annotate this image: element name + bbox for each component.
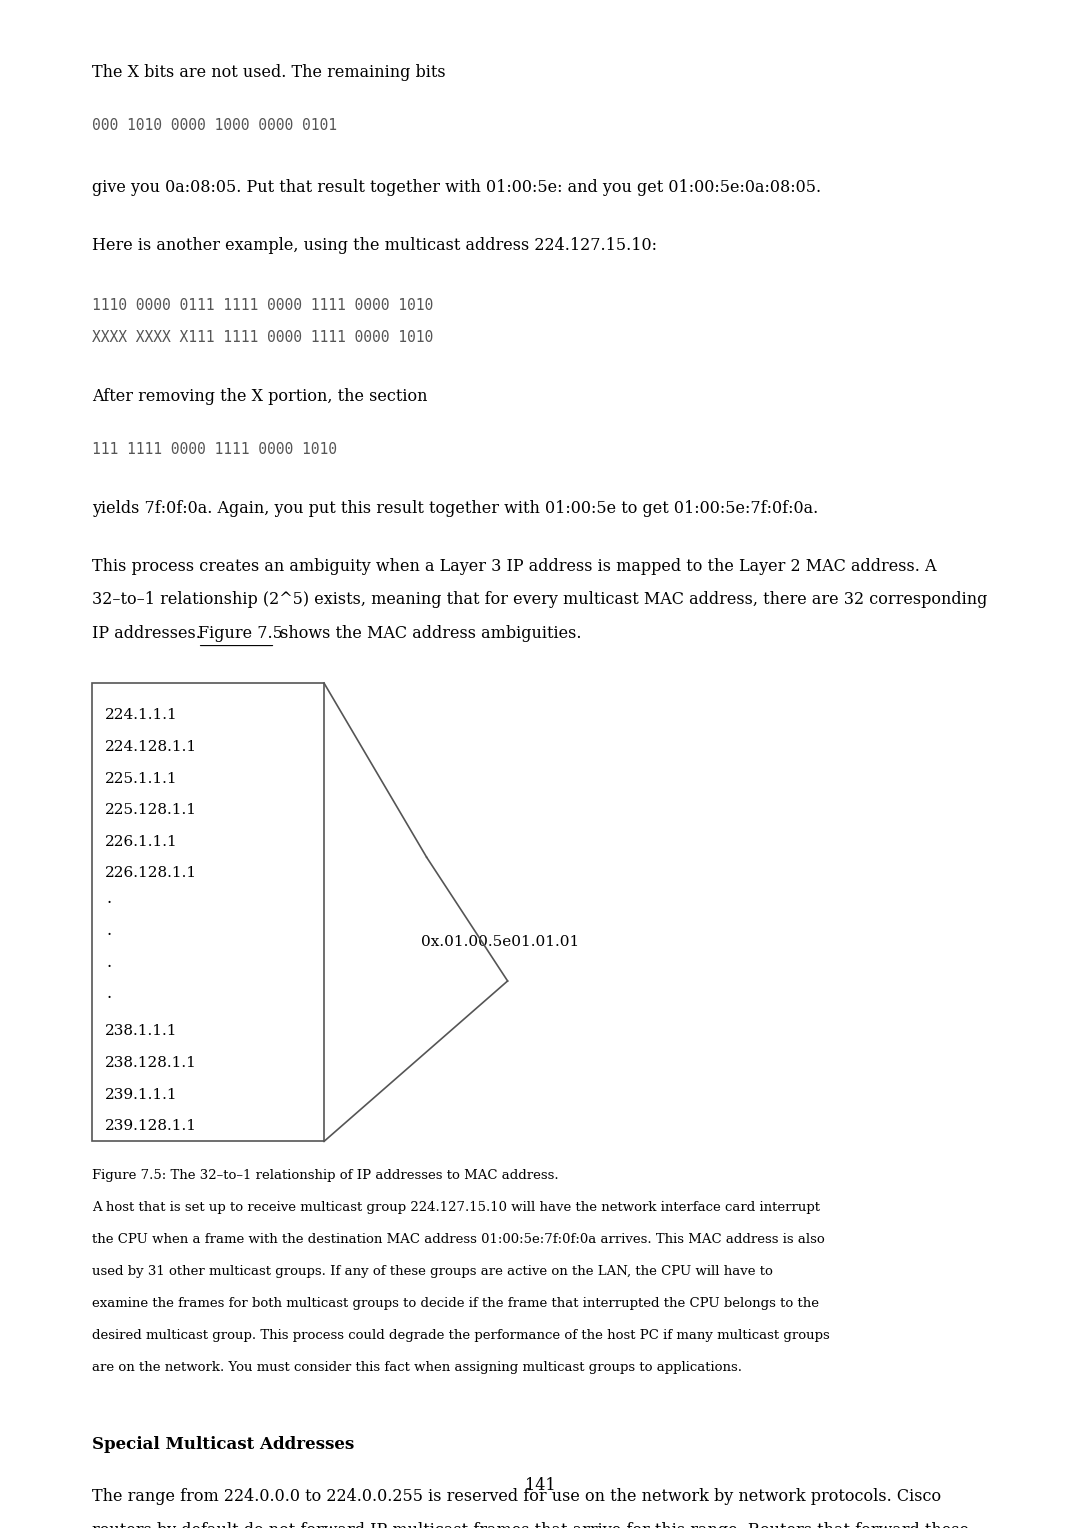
Text: 238.1.1.1: 238.1.1.1 <box>105 1024 177 1039</box>
Text: 32–to–1 relationship (2^5) exists, meaning that for every multicast MAC address,: 32–to–1 relationship (2^5) exists, meani… <box>92 591 987 608</box>
Text: 224.128.1.1: 224.128.1.1 <box>105 740 197 753</box>
Text: routers by default do not forward IP multicast frames that arrive for this range: routers by default do not forward IP mul… <box>92 1522 969 1528</box>
Text: used by 31 other multicast groups. If any of these groups are active on the LAN,: used by 31 other multicast groups. If an… <box>92 1265 772 1279</box>
Text: yields 7f:0f:0a. Again, you put this result together with 01:00:5e to get 01:00:: yields 7f:0f:0a. Again, you put this res… <box>92 500 818 516</box>
Text: shows the MAC address ambiguities.: shows the MAC address ambiguities. <box>275 625 582 642</box>
Text: 225.128.1.1: 225.128.1.1 <box>105 804 197 817</box>
Text: Figure 7.5: The 32–to–1 relationship of IP addresses to MAC address.: Figure 7.5: The 32–to–1 relationship of … <box>92 1169 558 1183</box>
Text: IP addresses.: IP addresses. <box>92 625 206 642</box>
Text: give you 0a:08:05. Put that result together with 01:00:5e: and you get 01:00:5e:: give you 0a:08:05. Put that result toget… <box>92 179 821 196</box>
Text: .: . <box>107 921 112 940</box>
Text: examine the frames for both multicast groups to decide if the frame that interru: examine the frames for both multicast gr… <box>92 1297 819 1311</box>
Text: After removing the X portion, the section: After removing the X portion, the sectio… <box>92 388 428 405</box>
Text: The range from 224.0.0.0 to 224.0.0.255 is reserved for use on the network by ne: The range from 224.0.0.0 to 224.0.0.255 … <box>92 1488 941 1505</box>
Text: .: . <box>107 953 112 970</box>
Text: .: . <box>107 986 112 1002</box>
Text: 111 1111 0000 1111 0000 1010: 111 1111 0000 1111 0000 1010 <box>92 442 337 457</box>
Text: 0x.01.00.5e01.01.01: 0x.01.00.5e01.01.01 <box>421 935 580 949</box>
Bar <box>92 683 324 1141</box>
Text: XXXX XXXX X111 1111 0000 1111 0000 1010: XXXX XXXX X111 1111 0000 1111 0000 1010 <box>92 330 433 345</box>
Text: 224.1.1.1: 224.1.1.1 <box>105 709 177 723</box>
Text: desired multicast group. This process could degrade the performance of the host : desired multicast group. This process co… <box>92 1329 829 1343</box>
Text: the CPU when a frame with the destination MAC address 01:00:5e:7f:0f:0a arrives.: the CPU when a frame with the destinatio… <box>92 1233 824 1247</box>
Text: 225.1.1.1: 225.1.1.1 <box>105 772 177 785</box>
Text: 239.1.1.1: 239.1.1.1 <box>105 1088 177 1102</box>
Text: Here is another example, using the multicast address 224.127.15.10:: Here is another example, using the multi… <box>92 237 657 254</box>
Text: 239.128.1.1: 239.128.1.1 <box>105 1120 197 1134</box>
Text: 226.1.1.1: 226.1.1.1 <box>105 834 177 848</box>
Text: 1110 0000 0111 1111 0000 1111 0000 1010: 1110 0000 0111 1111 0000 1111 0000 1010 <box>92 298 433 313</box>
Text: A host that is set up to receive multicast group 224.127.15.10 will have the net: A host that is set up to receive multica… <box>92 1201 820 1215</box>
Text: This process creates an ambiguity when a Layer 3 IP address is mapped to the Lay: This process creates an ambiguity when a… <box>92 558 936 575</box>
Text: .: . <box>107 891 112 908</box>
Text: 238.128.1.1: 238.128.1.1 <box>105 1056 197 1070</box>
Text: 226.128.1.1: 226.128.1.1 <box>105 866 197 880</box>
Text: 141: 141 <box>525 1476 555 1494</box>
Text: are on the network. You must consider this fact when assigning multicast groups : are on the network. You must consider th… <box>92 1361 742 1375</box>
Text: The X bits are not used. The remaining bits: The X bits are not used. The remaining b… <box>92 64 445 81</box>
Text: 000 1010 0000 1000 0000 0101: 000 1010 0000 1000 0000 0101 <box>92 118 337 133</box>
Text: Special Multicast Addresses: Special Multicast Addresses <box>92 1436 354 1453</box>
Text: Figure 7.5: Figure 7.5 <box>198 625 283 642</box>
